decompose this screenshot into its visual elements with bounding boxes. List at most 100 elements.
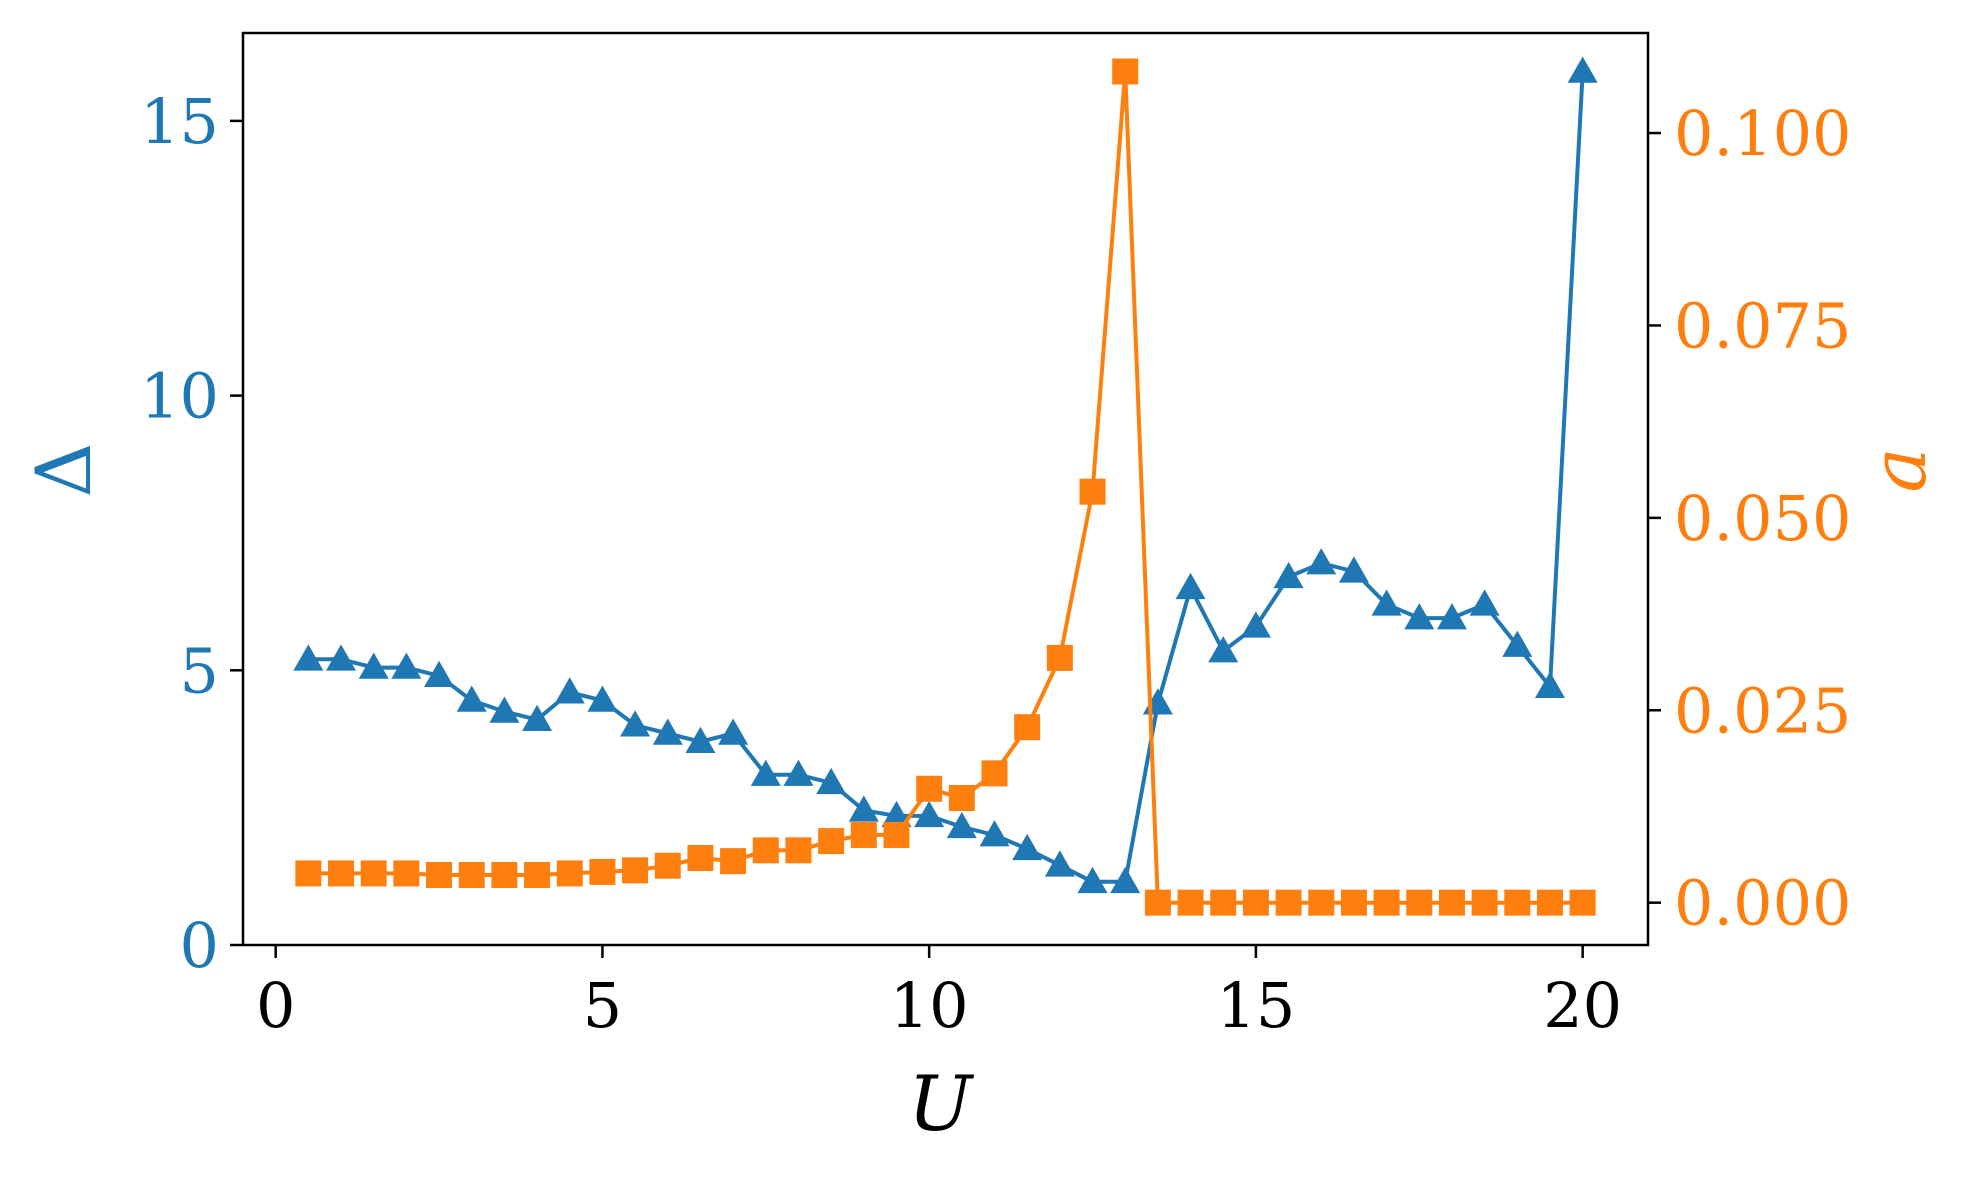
series-1-point-27: [1175, 572, 1206, 600]
series-2-point-13: [720, 848, 747, 875]
series-1-point-17: [848, 795, 879, 822]
series-2-point-0: [295, 860, 322, 887]
series-1-point-12: [685, 726, 716, 753]
series-2-point-22: [1014, 714, 1041, 741]
series-1-point-37: [1502, 630, 1533, 657]
series-1-point-33: [1371, 589, 1402, 616]
series-1-point-21: [979, 820, 1010, 847]
series-2-point-19: [916, 775, 943, 802]
x-tick-label: 5: [583, 969, 622, 1042]
series-2-point-7: [524, 861, 551, 888]
x-tick-label: 20: [1543, 969, 1622, 1042]
series-2-point-1: [328, 860, 355, 887]
series-2-point-15: [785, 837, 812, 864]
series-1-point-28: [1208, 636, 1239, 663]
series-1-point-15: [783, 759, 814, 786]
series-1-point-1: [326, 644, 357, 671]
series-1-point-5: [456, 685, 487, 712]
series-1-point-38: [1534, 671, 1565, 699]
series-2-point-35: [1438, 889, 1465, 916]
y-left-tick-label: 15: [140, 85, 219, 158]
series-2-point-25: [1112, 58, 1139, 85]
series-2-line: [308, 69, 1583, 905]
series-1-point-34: [1404, 603, 1435, 630]
y-left-tick-label: 5: [180, 634, 219, 707]
series-2-point-4: [426, 861, 453, 888]
series-2-point-11: [654, 852, 681, 879]
series-2-point-8: [556, 860, 583, 887]
series-2-point-31: [1308, 889, 1335, 916]
plot-area: [293, 56, 1598, 916]
series-1-point-26: [1142, 688, 1173, 715]
series-1-point-23: [1044, 850, 1075, 877]
series-2-point-37: [1504, 889, 1531, 916]
series-1-point-22: [1012, 833, 1043, 861]
axes: 0 5 10 15 20 0 5 10 15 0.000 0.025 0.050 0.075 0.100: [140, 31, 1852, 1042]
y-right-tick-label: 0.000: [1674, 867, 1852, 940]
series-1-point-2: [358, 652, 389, 679]
series-2-point-23: [1046, 644, 1073, 671]
series-1-point-13: [718, 718, 749, 745]
series-2-point-3: [393, 860, 420, 887]
x-tick-label: 15: [1216, 969, 1295, 1042]
series-1-line: [308, 71, 1585, 884]
y-right-axis-title: a: [1854, 447, 1943, 492]
series-1-point-8: [554, 677, 585, 704]
series-1-point-29: [1240, 611, 1271, 638]
series-2-point-28: [1210, 889, 1237, 916]
series-2-point-32: [1340, 889, 1367, 916]
series-1-point-35: [1436, 603, 1467, 630]
series-1-point-14: [750, 759, 781, 786]
y-right-tick-label: 0.025: [1674, 674, 1852, 747]
series-2-point-17: [850, 821, 877, 848]
series-1-point-3: [391, 652, 422, 679]
series-2-point-9: [589, 858, 616, 885]
series-1-point-18: [881, 800, 912, 828]
series-1-point-36: [1469, 589, 1500, 616]
series-2-point-14: [752, 837, 779, 864]
series-2-point-27: [1177, 889, 1204, 916]
series-2-point-29: [1242, 889, 1269, 916]
series-1-point-19: [914, 800, 945, 828]
series-1-point-20: [946, 811, 977, 839]
series-1-point-4: [424, 660, 455, 688]
series-1-point-31: [1306, 548, 1337, 575]
series-1-point-6: [489, 696, 520, 723]
series-1-point-25: [1110, 866, 1141, 894]
series-2-point-36: [1471, 889, 1498, 916]
series-2-point-39: [1569, 889, 1596, 916]
series-2-point-18: [883, 821, 910, 848]
y-right-tick-label: 0.075: [1674, 289, 1852, 362]
x-tick-label: 10: [890, 969, 969, 1042]
y-right-tick-label: 0.050: [1674, 482, 1852, 555]
series-1-point-9: [587, 685, 618, 712]
y-left-tick-label: 0: [180, 909, 219, 982]
y-right-tick-label: 0.100: [1674, 97, 1852, 170]
series-2-point-21: [981, 760, 1008, 787]
series-1-point-24: [1077, 866, 1108, 894]
plot-frame: [241, 31, 1650, 947]
series-2-point-20: [948, 785, 975, 812]
series-1-point-30: [1273, 561, 1304, 589]
series-1-point-11: [652, 718, 683, 745]
series-2-point-26: [1144, 889, 1171, 916]
series-2-point-24: [1079, 478, 1106, 505]
series-2-point-5: [458, 861, 485, 888]
series-1-point-7: [522, 704, 553, 731]
series-2-point-6: [491, 861, 518, 888]
series-1-point-39: [1567, 56, 1598, 83]
series-2-point-38: [1536, 889, 1563, 916]
series-1-point-10: [620, 710, 651, 737]
series-1-point-32: [1338, 556, 1369, 583]
series-1-point-16: [816, 767, 847, 795]
series-2-point-10: [622, 857, 649, 884]
series-1-point-0: [293, 644, 324, 671]
series-2-point-16: [818, 828, 845, 855]
series-2-point-30: [1275, 889, 1302, 916]
series-2-point-34: [1406, 889, 1433, 916]
x-axis-title: U: [908, 1059, 975, 1148]
series-2-point-2: [360, 860, 387, 887]
series-2-point-12: [687, 845, 714, 872]
